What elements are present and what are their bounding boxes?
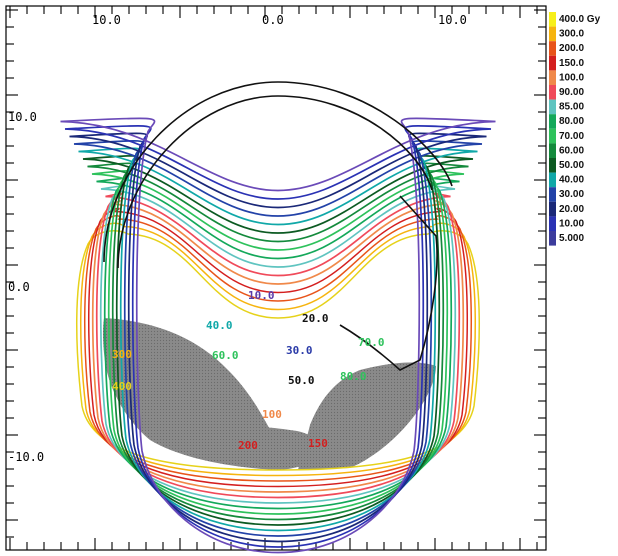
applicator-right-arm [339, 195, 438, 371]
isodose-line [87, 207, 469, 488]
contour-label-200: 200 [238, 439, 258, 452]
isodose-line [91, 170, 465, 515]
contour-label-30: 30.0 [286, 344, 313, 357]
contour-label-400: 400 [112, 380, 132, 393]
isodose-contours [60, 117, 496, 554]
applicator-outer-arc [103, 81, 453, 263]
applicator-inner-arc [117, 95, 433, 269]
contour-label-20: 20.0 [302, 312, 329, 325]
isodose-line [91, 199, 465, 493]
contour-label-100: 100 [262, 408, 282, 421]
legend-label: 70.00 [559, 131, 584, 142]
legend-label: 10.00 [559, 218, 584, 229]
isodose-line [80, 222, 476, 477]
legend-swatch [549, 85, 556, 100]
isodose-line [84, 215, 472, 482]
legend-label: 30.00 [559, 189, 584, 200]
seed-region-center [238, 427, 322, 470]
legend-swatch [549, 128, 556, 144]
seed-region-right [298, 362, 436, 470]
legend-swatch [549, 158, 556, 173]
top-tick-label-left: 10.0 [92, 13, 121, 27]
left-tick-label-middle: 0.0 [8, 280, 30, 294]
left-tick-label-top: 10.0 [8, 110, 37, 124]
legend-swatch [549, 26, 556, 42]
contour-label-70: 70.0 [358, 336, 385, 349]
legend-swatch [549, 231, 556, 246]
legend-swatch [549, 99, 556, 115]
legend-swatch [549, 143, 556, 158]
left-tick-label-bottom: -10.0 [8, 450, 44, 464]
contour-label-60: 60.0 [212, 349, 239, 362]
legend-swatch [549, 114, 556, 129]
dose-legend: 400.0 Gy 300.0 200.0 150.0 100.0 90.00 85.00 80… [549, 12, 601, 246]
legend-label: 90.00 [559, 87, 584, 98]
isodose-line [73, 139, 483, 537]
legend-label: 100.0 [559, 72, 584, 83]
legend-swatch [549, 201, 556, 217]
contour-label-10: 10.0 [248, 289, 275, 302]
isodose-line [75, 230, 481, 471]
legend-label: 20.00 [559, 204, 584, 215]
legend-label: 200.0 [559, 43, 584, 54]
seed-region-left [102, 318, 281, 470]
legend-label: 50.00 [559, 160, 584, 171]
legend-label: 80.00 [559, 116, 584, 127]
legend-label: 60.00 [559, 145, 584, 156]
legend-label: 400.0 Gy [559, 14, 601, 25]
isodose-line [64, 124, 492, 548]
legend-swatch [549, 12, 556, 27]
legend-swatch [549, 70, 556, 85]
legend-swatch [549, 187, 556, 202]
isodose-line [96, 177, 460, 510]
contour-label-300: 300 [112, 348, 132, 361]
legend-label: 5.000 [559, 233, 584, 244]
legend-swatch [549, 216, 556, 231]
legend-label: 150.0 [559, 58, 584, 69]
contour-label-150: 150 [308, 437, 328, 450]
axis-ticks [6, 6, 546, 550]
legend-label: 300.0 [559, 29, 584, 40]
contour-label-80: 80.0 [340, 370, 367, 383]
isodose-line [95, 192, 461, 499]
isodose-line [78, 147, 478, 532]
contour-label-40: 40.0 [206, 319, 233, 332]
isodose-line [82, 154, 474, 526]
isodose-line [60, 117, 496, 554]
legend-label: 40.00 [559, 175, 584, 186]
legend-swatch [549, 41, 556, 56]
isodose-line [87, 162, 469, 521]
top-tick-label-center: 0.0 [262, 13, 284, 27]
isodose-line [69, 132, 487, 543]
top-tick-label-right: 10.0 [438, 13, 467, 27]
legend-label: 85.00 [559, 102, 584, 113]
isodose-line [99, 184, 457, 504]
legend-swatch [549, 55, 556, 71]
legend-swatch [549, 172, 556, 188]
contour-label-50: 50.0 [288, 374, 315, 387]
